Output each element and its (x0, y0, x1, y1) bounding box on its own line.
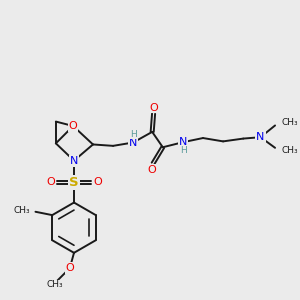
Text: N: N (70, 156, 78, 166)
Text: H: H (130, 130, 137, 139)
Text: O: O (147, 165, 156, 175)
Text: O: O (93, 177, 102, 188)
Text: O: O (46, 177, 55, 188)
Text: O: O (65, 263, 74, 273)
Text: CH₃: CH₃ (281, 118, 298, 127)
Text: N: N (179, 137, 187, 147)
Text: O: O (69, 121, 77, 131)
Text: S: S (69, 176, 79, 189)
Text: N: N (129, 137, 137, 148)
Text: CH₃: CH₃ (14, 206, 30, 215)
Text: CH₃: CH₃ (281, 146, 298, 154)
Text: H: H (180, 146, 187, 155)
Text: CH₃: CH₃ (46, 280, 63, 290)
Text: N: N (256, 132, 265, 142)
Text: O: O (150, 103, 158, 112)
